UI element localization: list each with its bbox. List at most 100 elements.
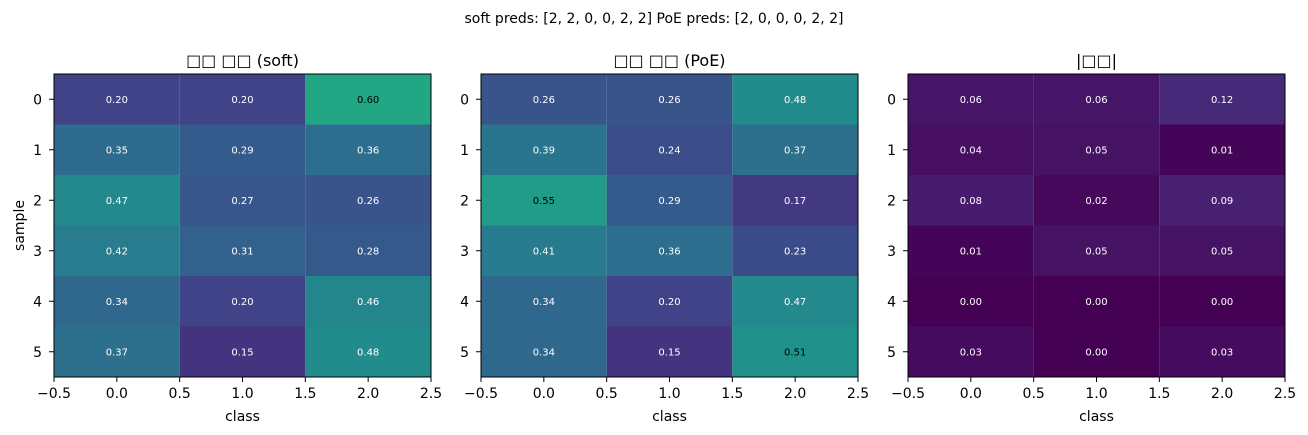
heatmap-cell-r2-c2 xyxy=(732,175,858,226)
cell-value-label: 0.47 xyxy=(106,196,128,207)
y-tick-label: 5 xyxy=(887,345,896,361)
y-tick-label: 0 xyxy=(33,92,42,108)
heatmap-cell-r2-c2 xyxy=(1159,175,1285,226)
cell-value-label: 0.15 xyxy=(231,347,253,358)
x-tick-label: 2.5 xyxy=(1274,386,1296,402)
cell-value-label: 0.20 xyxy=(658,297,680,308)
cell-value-label: 0.37 xyxy=(106,347,128,358)
x-tick-label: 0.0 xyxy=(533,386,555,402)
heatmap-cell-r3-c2 xyxy=(732,225,858,276)
heatmap-cell-r4-c1 xyxy=(1033,276,1160,327)
y-axis-label: sample xyxy=(12,200,28,251)
y-tick-label: 2 xyxy=(887,193,896,209)
cell-value-label: 0.20 xyxy=(231,297,253,308)
cell-value-label: 0.55 xyxy=(533,196,555,207)
heatmap-cell-r5-c2 xyxy=(732,326,858,377)
cell-value-label: 0.06 xyxy=(960,95,982,106)
cell-value-label: 0.00 xyxy=(1085,347,1107,358)
heatmap-cell-r1-c2 xyxy=(732,124,858,175)
cell-value-label: 0.00 xyxy=(960,297,982,308)
y-tick-label: 3 xyxy=(460,244,469,260)
x-tick-label: −0.5 xyxy=(464,386,498,402)
x-tick-label: 2.5 xyxy=(847,386,869,402)
heatmap-panel-2: 0.26 0.26 0.480.39 0.24 0.370.55 0.29 0.170.41… xyxy=(460,51,869,425)
panel-title: □□ □□ (PoE) xyxy=(613,51,725,70)
heatmap-cell-r3-c0 xyxy=(481,225,607,276)
x-tick-label: 0.0 xyxy=(106,386,128,402)
heatmap-cell-r0-c0 xyxy=(54,74,180,125)
heatmap-cell-r0-c2 xyxy=(305,74,431,125)
y-tick-label: 4 xyxy=(460,294,469,310)
heatmap-panel-1: 0.20 0.20 0.60 0.35 0.29 0.36 0.47 0.27 0.26 0.42… xyxy=(12,51,442,425)
heatmap-cell-r5-c2 xyxy=(305,326,431,377)
panel-title: □□ □□ (soft) xyxy=(186,51,299,70)
heatmap-cell-r1-c1 xyxy=(1033,124,1160,175)
cell-value-label: 0.09 xyxy=(1211,196,1233,207)
cell-value-label: 0.17 xyxy=(784,196,806,207)
heatmap-cell-r1-c1 xyxy=(179,124,306,175)
heatmap-cell-r1-c2 xyxy=(305,124,431,175)
heatmap-cell-r1-c0 xyxy=(54,124,180,175)
x-tick-label: 2.0 xyxy=(784,386,806,402)
heatmap-cell-r4-c1 xyxy=(606,276,733,327)
heatmap-cell-r2-c1 xyxy=(1033,175,1160,226)
heatmap-cell-r4-c0 xyxy=(908,276,1034,327)
heatmap-cell-r5-c1 xyxy=(606,326,733,377)
y-tick-label: 1 xyxy=(33,143,42,159)
cell-value-label: 0.00 xyxy=(1085,297,1107,308)
heatmap-panel-3: 0.06 0.06 0.120.04 0.05 0.010.08 0.02 0.090.01… xyxy=(887,51,1296,425)
heatmap-cell-r2-c2 xyxy=(305,175,431,226)
heatmap-cell-r1-c0 xyxy=(908,124,1034,175)
cell-value-label: 0.27 xyxy=(231,196,253,207)
panel-title: |□□| xyxy=(1076,51,1117,70)
cell-value-label: 0.08 xyxy=(960,196,982,207)
heatmap-cell-r4-c2 xyxy=(732,276,858,327)
heatmap-cell-r3-c0 xyxy=(54,225,180,276)
heatmap-cell-r0-c1 xyxy=(1033,74,1160,125)
heatmap-cell-r4-c0 xyxy=(54,276,180,327)
heatmap-cell-r3-c2 xyxy=(305,225,431,276)
cell-value-label: 0.01 xyxy=(960,246,982,257)
heatmap-cell-r2-c0 xyxy=(908,175,1034,226)
heatmap-cell-r1-c2 xyxy=(1159,124,1285,175)
heatmap-cell-r0-c0 xyxy=(481,74,607,125)
x-axis-label: class xyxy=(652,409,687,425)
x-tick-label: 1.0 xyxy=(231,386,253,402)
x-tick-label: −0.5 xyxy=(37,386,71,402)
cell-value-label: 0.05 xyxy=(1211,246,1233,257)
y-tick-label: 4 xyxy=(887,294,896,310)
x-tick-label: −0.5 xyxy=(891,386,925,402)
figure-suptitle: soft preds: [2, 2, 0, 0, 2, 2] PoE preds… xyxy=(464,11,843,27)
heatmap-cell-r2-c1 xyxy=(606,175,733,226)
x-tick-label: 2.0 xyxy=(357,386,379,402)
cell-value-label: 0.23 xyxy=(784,246,806,257)
y-tick-label: 5 xyxy=(460,345,469,361)
y-tick-label: 1 xyxy=(460,143,469,159)
cell-value-label: 0.04 xyxy=(960,145,982,156)
cell-value-label: 0.29 xyxy=(231,145,253,156)
cell-value-label: 0.35 xyxy=(106,145,128,156)
x-tick-label: 0.5 xyxy=(169,386,191,402)
heatmap-cell-r5-c1 xyxy=(1033,326,1160,377)
cell-value-label: 0.48 xyxy=(357,347,379,358)
x-tick-label: 1.5 xyxy=(294,386,316,402)
cell-value-label: 0.41 xyxy=(533,246,555,257)
heatmap-cell-r2-c0 xyxy=(54,175,180,226)
heatmap-cell-r2-c1 xyxy=(179,175,306,226)
heatmap-cell-r0-c2 xyxy=(1159,74,1285,125)
cell-value-label: 0.26 xyxy=(533,95,555,106)
heatmap-cell-r1-c0 xyxy=(481,124,607,175)
x-tick-label: 2.0 xyxy=(1211,386,1233,402)
y-tick-label: 2 xyxy=(33,193,42,209)
cell-value-label: 0.02 xyxy=(1085,196,1107,207)
cell-value-label: 0.05 xyxy=(1085,246,1107,257)
heatmap-cell-r0-c2 xyxy=(732,74,858,125)
cell-value-label: 0.06 xyxy=(1085,95,1107,106)
cell-value-label: 0.34 xyxy=(533,297,555,308)
cell-value-label: 0.37 xyxy=(784,145,806,156)
x-tick-label: 0.0 xyxy=(960,386,982,402)
heatmap-cell-r3-c0 xyxy=(908,225,1034,276)
heatmap-cell-r3-c1 xyxy=(1033,225,1160,276)
cell-value-label: 0.39 xyxy=(533,145,555,156)
cell-value-label: 0.05 xyxy=(1085,145,1107,156)
